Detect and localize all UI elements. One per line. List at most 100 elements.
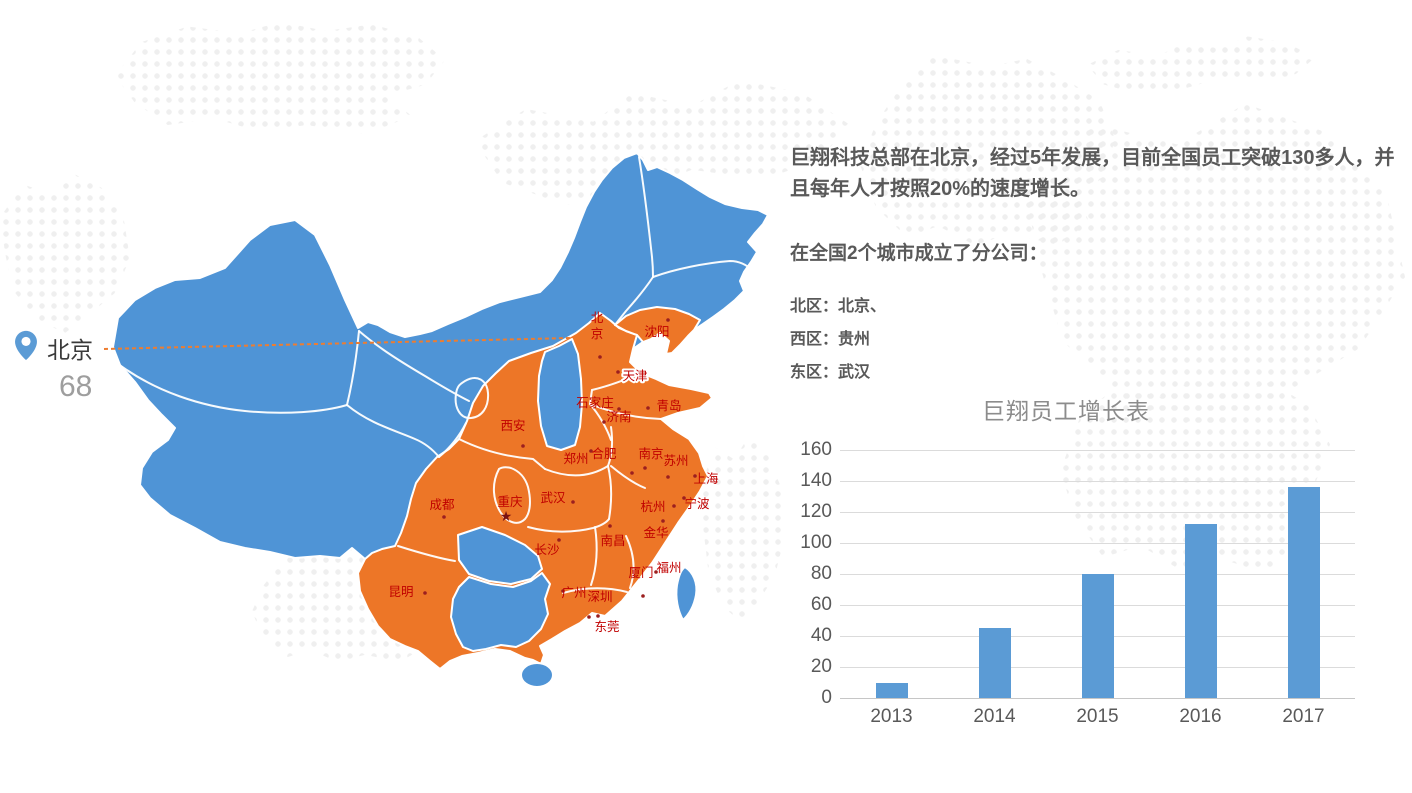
city-dot bbox=[643, 466, 647, 470]
city-dot bbox=[682, 496, 686, 500]
city-label-苏州: 苏州 bbox=[663, 453, 688, 468]
city-dot bbox=[616, 370, 620, 374]
city-label-深圳: 深圳 bbox=[587, 590, 612, 604]
gridline bbox=[840, 698, 1355, 699]
city-dot bbox=[617, 407, 621, 411]
y-axis-tick-label: 120 bbox=[800, 501, 832, 522]
dotted-world-map-background bbox=[115, 22, 445, 134]
callout-employee-count: 68 bbox=[59, 370, 93, 403]
city-label-南京: 南京 bbox=[638, 446, 663, 461]
city-dot bbox=[608, 524, 612, 528]
city-dot bbox=[521, 444, 525, 448]
chart-title: 巨翔员工增长表 bbox=[982, 398, 1150, 424]
company-summary-text: 巨翔科技总部在北京，经过5年发展，目前全国员工突破130多人，并且每年人才按照2… bbox=[790, 147, 1395, 200]
city-label-石家庄: 石家庄 bbox=[576, 395, 614, 410]
city-dot bbox=[661, 519, 665, 523]
province-borders bbox=[112, 156, 754, 594]
bar-2016 bbox=[1184, 524, 1217, 698]
y-axis-tick-label: 40 bbox=[810, 625, 832, 646]
x-axis-tick-label: 2014 bbox=[973, 706, 1016, 727]
city-label-合肥: 合肥 bbox=[591, 446, 617, 461]
province-guizhou-uncovered bbox=[457, 526, 543, 585]
city-label-武汉: 武汉 bbox=[540, 491, 566, 505]
branch-subheading: 在全国2个城市成立了分公司： bbox=[790, 243, 1048, 264]
city-label-杭州: 杭州 bbox=[640, 499, 665, 514]
city-label-重庆: 重庆 bbox=[497, 494, 523, 509]
city-dot bbox=[666, 475, 670, 479]
city-label-北京: 北京 bbox=[591, 311, 604, 341]
province-liaoning-covered bbox=[614, 306, 701, 355]
city-dot bbox=[641, 594, 645, 598]
y-axis-tick-label: 20 bbox=[810, 656, 832, 677]
branch-region-list: 北区：北京、 西区：贵州 东区：武汉 bbox=[790, 290, 1408, 389]
city-dot bbox=[561, 589, 565, 593]
city-dot bbox=[589, 449, 593, 453]
bar-2013 bbox=[875, 682, 908, 698]
description-block: 巨翔科技总部在北京，经过5年发展，目前全国员工突破130多人，并且每年人才按照2… bbox=[790, 143, 1408, 389]
region-east-south-covered bbox=[357, 312, 713, 670]
city-dot bbox=[693, 474, 697, 478]
city-dot bbox=[557, 538, 561, 542]
city-label-郑州: 郑州 bbox=[563, 451, 588, 466]
x-axis-tick-label: 2013 bbox=[870, 706, 913, 727]
y-axis-tick-labels: 0 20 40 60 80 100 120 140 160 bbox=[760, 439, 832, 708]
x-axis-tick-label: 2017 bbox=[1282, 706, 1325, 727]
city-label-沈阳: 沈阳 bbox=[644, 324, 669, 339]
city-label-福州: 福州 bbox=[656, 560, 681, 575]
gridline bbox=[840, 450, 1355, 451]
x-axis-tick-label: 2016 bbox=[1179, 706, 1222, 727]
bar-2014 bbox=[978, 628, 1011, 698]
beijing-connector-line bbox=[103, 337, 571, 350]
y-axis-tick-label: 140 bbox=[800, 470, 832, 491]
y-axis-tick-label: 160 bbox=[800, 439, 832, 460]
city-label-上海: 上海 bbox=[693, 471, 719, 486]
city-label-成都: 成都 bbox=[429, 498, 455, 512]
island-hainan-uncovered bbox=[520, 662, 554, 688]
province-guangxi-uncovered bbox=[450, 572, 551, 652]
city-dot bbox=[598, 355, 602, 359]
city-dot bbox=[442, 515, 446, 519]
city-label-金华: 金华 bbox=[643, 525, 668, 540]
y-axis-tick-label: 80 bbox=[810, 563, 832, 584]
branch-region-east: 东区：武汉 bbox=[790, 364, 871, 381]
city-label-东莞: 东莞 bbox=[594, 620, 619, 634]
bar-2017 bbox=[1287, 487, 1320, 698]
city-dot bbox=[630, 471, 634, 475]
employee-growth-bar-chart bbox=[840, 450, 1355, 699]
city-dot bbox=[672, 504, 676, 508]
city-label-西安: 西安 bbox=[500, 418, 525, 433]
y-axis-tick-label: 60 bbox=[810, 594, 832, 615]
city-label-宁波: 宁波 bbox=[684, 496, 710, 511]
gridline bbox=[840, 512, 1355, 513]
city-label-济南: 济南 bbox=[606, 409, 631, 424]
branch-star-icon: ★ bbox=[500, 508, 513, 524]
city-label-长沙: 长沙 bbox=[534, 543, 560, 557]
map-pin-icon bbox=[14, 330, 38, 366]
city-dot bbox=[587, 615, 591, 619]
branch-region-west: 西区：贵州 bbox=[790, 331, 871, 348]
city-label-昆明: 昆明 bbox=[388, 585, 413, 599]
city-label-厦门: 厦门 bbox=[628, 565, 653, 580]
x-axis-tick-labels: 2013 2014 2015 2016 2017 bbox=[840, 706, 1355, 730]
x-axis-tick-label: 2015 bbox=[1076, 706, 1119, 727]
city-dot bbox=[654, 570, 658, 574]
dotted-world-map-background bbox=[1087, 36, 1315, 95]
city-dot bbox=[596, 614, 600, 618]
city-label-广州: 广州 bbox=[561, 586, 586, 600]
city-dot bbox=[666, 318, 670, 322]
city-dot bbox=[423, 591, 427, 595]
city-dot bbox=[602, 420, 606, 424]
y-axis-tick-label: 100 bbox=[800, 532, 832, 553]
city-dot bbox=[646, 406, 650, 410]
bar-2015 bbox=[1081, 574, 1114, 698]
gridline bbox=[840, 543, 1355, 544]
city-dot bbox=[571, 500, 575, 504]
callout-city-name: 北京 bbox=[47, 337, 93, 363]
city-label-南昌: 南昌 bbox=[600, 533, 625, 548]
city-label-天津: 天津 bbox=[622, 369, 647, 383]
beijing-callout: 北京 68 bbox=[14, 330, 93, 402]
city-label-青岛: 青岛 bbox=[656, 398, 681, 413]
